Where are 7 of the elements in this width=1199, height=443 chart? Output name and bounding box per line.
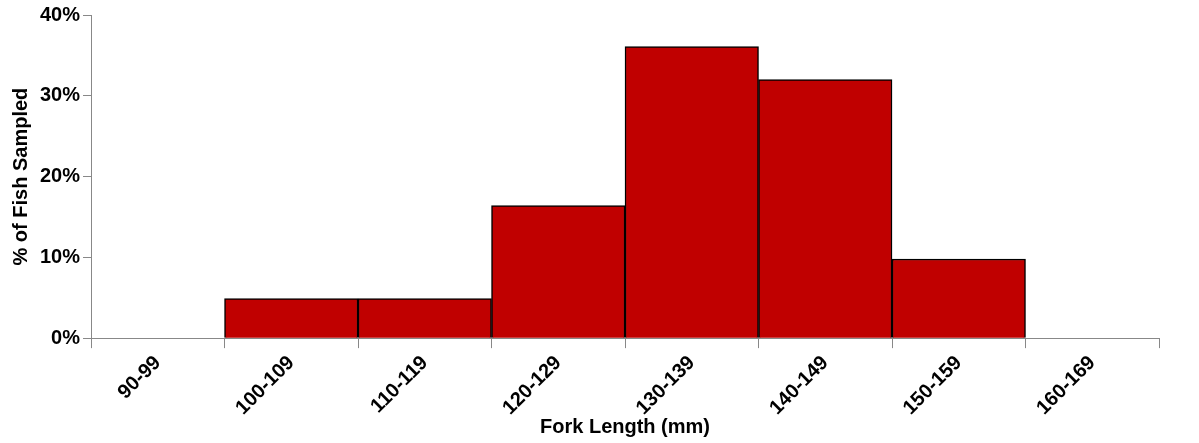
y-tick-label: 30% — [40, 83, 81, 106]
y-tick-label: 0% — [51, 325, 81, 348]
y-axis-title: % of Fish Sampled — [8, 87, 31, 266]
y-tick-label: 40% — [40, 2, 81, 25]
y-tick-label: 20% — [40, 164, 81, 187]
y-tick-label: 10% — [40, 244, 81, 267]
x-axis-title: Fork Length (mm) — [540, 414, 711, 437]
